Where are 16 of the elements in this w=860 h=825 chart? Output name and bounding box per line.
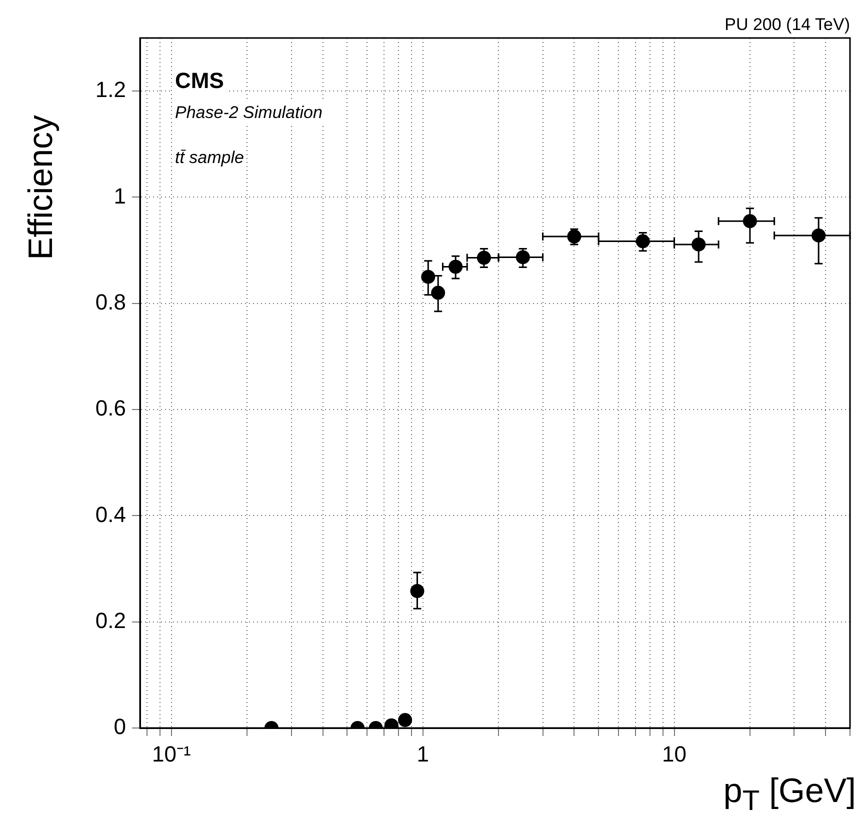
text: PU 200 (14 TeV) <box>724 15 850 34</box>
annotation: tt̄ sample <box>175 148 244 167</box>
y-tick-label: 0.8 <box>95 289 126 314</box>
y-axis-title: Efficiency <box>22 115 61 260</box>
y-tick-label: 0.2 <box>95 608 126 633</box>
y-tick-label: 0 <box>114 714 126 740</box>
y-tick-label: 1.2 <box>95 77 126 102</box>
x-tick-label: 10⁻¹ <box>152 741 191 766</box>
y-tick-label: 0.6 <box>95 396 126 421</box>
y-tick-label: 0.4 <box>95 502 126 527</box>
x-tick-label: 1 <box>416 741 429 766</box>
x-axis-title: p$_{T}$ [GeV] <box>723 772 856 818</box>
annotation: CMS <box>175 68 224 93</box>
annotation: Phase-2 Simulation <box>175 103 322 122</box>
x-tick-label: 10 <box>662 741 687 766</box>
y-tick-label: 1 <box>114 183 126 208</box>
